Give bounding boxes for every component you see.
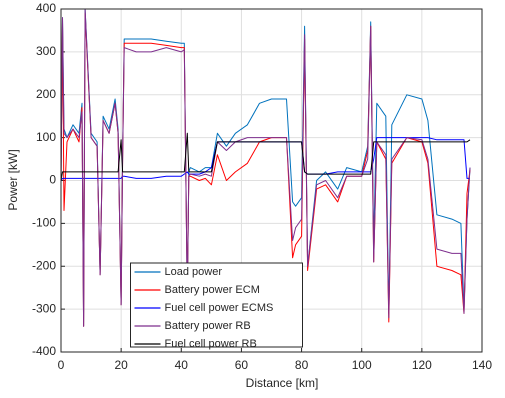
series-line [60, 132, 471, 181]
y-tick-label: 400 [36, 1, 56, 15]
series-line [60, 8, 471, 327]
y-tick-label: 100 [36, 130, 56, 144]
x-tick-label: 100 [352, 358, 372, 372]
x-axis-label: Distance [km] [246, 376, 319, 390]
y-tick-label: 200 [36, 87, 56, 101]
x-tick-label: 20 [114, 358, 128, 372]
legend-label: Battery power RB [165, 320, 251, 332]
legend-label: Battery power ECM [165, 284, 260, 296]
y-tick-label: -200 [32, 258, 56, 272]
x-tick-label: 80 [295, 358, 309, 372]
y-tick-label: 300 [36, 44, 56, 58]
plot-frame [60, 8, 483, 353]
legend-label: Fuel cell power RB [165, 338, 257, 350]
legend-label: Load power [165, 266, 223, 278]
y-axis-label: Power [kW] [6, 149, 20, 210]
y-tick-label: -300 [32, 301, 56, 315]
legend-label: Fuel cell power ECMS [165, 302, 274, 314]
y-tick-label: 0 [49, 173, 56, 187]
x-tick-label: 40 [175, 358, 189, 372]
y-tick-label: -400 [32, 344, 56, 358]
x-tick-label: 60 [235, 358, 249, 372]
legend-box [130, 262, 303, 348]
x-tick-label: 0 [58, 358, 65, 372]
x-tick-label: 140 [472, 358, 492, 372]
x-tick-label: 120 [412, 358, 432, 372]
y-tick-label: -100 [32, 216, 56, 230]
